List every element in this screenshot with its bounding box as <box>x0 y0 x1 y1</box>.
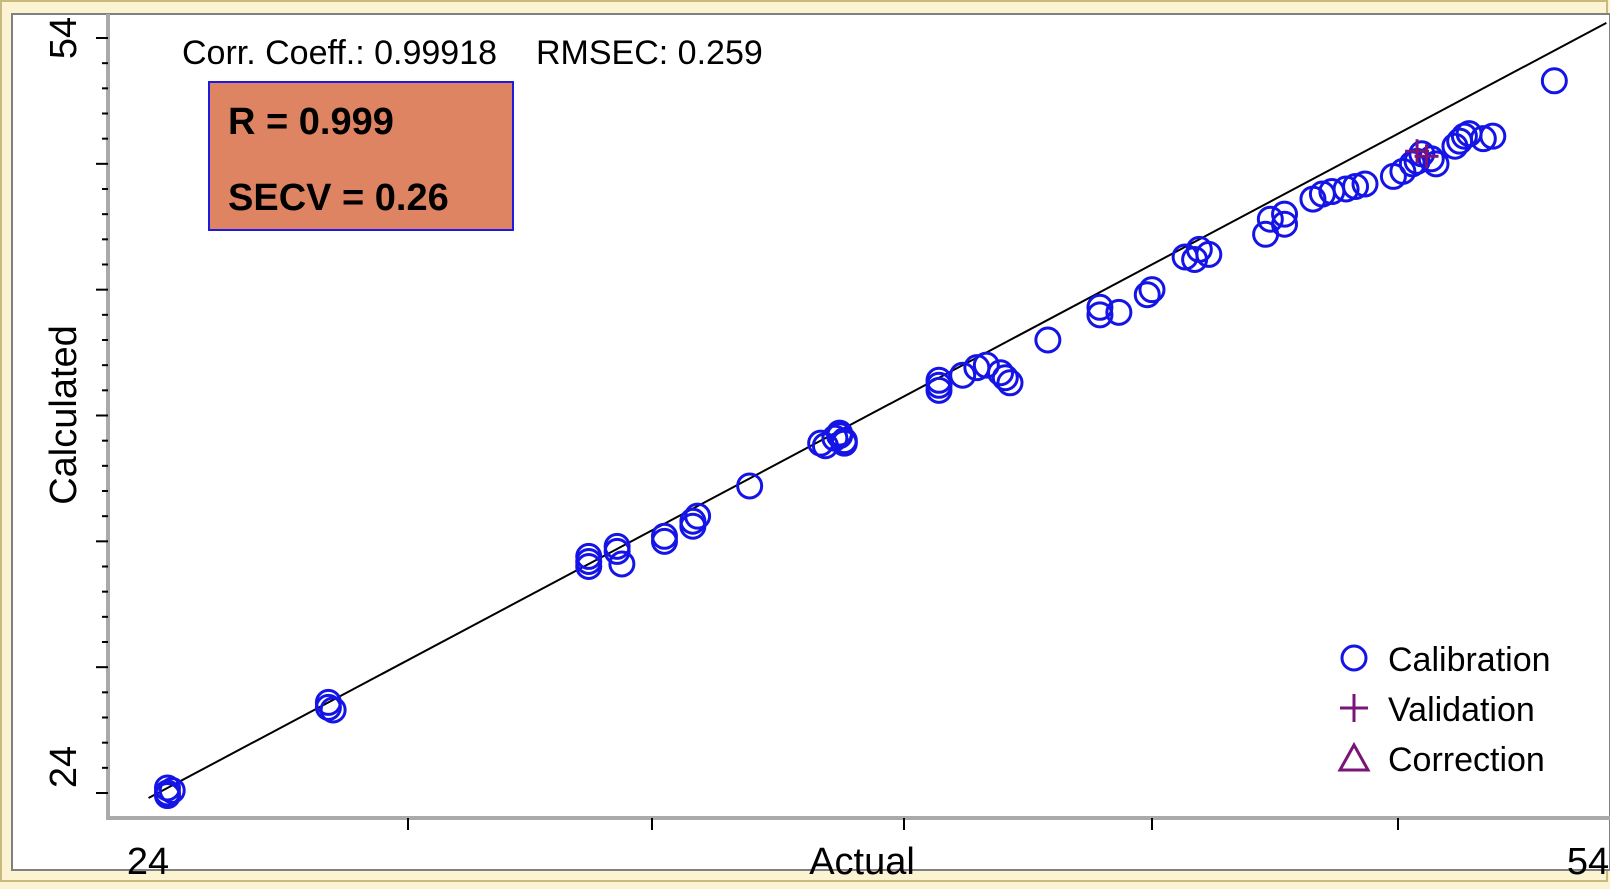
x-tick-label-min: 24 <box>127 841 169 883</box>
corr-coeff-label: Corr. Coeff.: 0.99918 <box>182 34 497 72</box>
validation-point <box>1414 144 1439 169</box>
x-axis-ticks <box>407 818 1399 830</box>
data-point <box>575 553 603 580</box>
data-point <box>1422 150 1450 178</box>
stats-annotation-box <box>208 81 514 231</box>
legend-validation-label: Validation <box>1388 691 1535 729</box>
data-point <box>991 364 1019 392</box>
validation-points <box>1405 139 1439 169</box>
x-axis-title: Actual <box>809 841 915 883</box>
legend-correction-marker <box>1337 741 1371 772</box>
data-point <box>153 782 181 810</box>
data-point <box>1389 157 1417 185</box>
legend-calibration-marker <box>1340 644 1368 672</box>
data-point <box>830 427 858 455</box>
data-point <box>1479 122 1507 150</box>
data-point <box>650 522 678 550</box>
data-point <box>314 688 342 716</box>
data-point <box>1195 240 1223 268</box>
data-point <box>987 359 1015 387</box>
data-point <box>158 776 186 804</box>
data-point <box>608 550 636 578</box>
data-point <box>1271 200 1299 228</box>
data-point <box>1351 170 1379 198</box>
regression-line <box>148 22 1607 799</box>
data-point <box>1034 326 1062 354</box>
data-point <box>1138 276 1166 304</box>
y-tick-label-min: 24 <box>43 746 85 788</box>
y-axis-title: Calculated <box>43 325 85 505</box>
y-tick-label-max: 54 <box>43 17 85 59</box>
calibration-points <box>153 67 1568 810</box>
data-point <box>1086 293 1114 321</box>
data-point <box>1086 301 1114 329</box>
secv-value-label: SECV = 0.26 <box>228 177 449 219</box>
legend-validation-marker <box>1340 694 1368 722</box>
data-point <box>972 351 1000 379</box>
data-point <box>1105 298 1133 326</box>
data-point <box>684 502 712 530</box>
data-point <box>736 472 764 500</box>
data-point <box>319 696 347 724</box>
data-point <box>1256 205 1284 233</box>
data-point <box>603 532 631 560</box>
legend-calibration-label: Calibration <box>1388 641 1551 679</box>
y-axis-ticks <box>96 37 108 794</box>
legend: Calibration Validation Correction <box>1337 641 1551 779</box>
data-point <box>949 361 977 389</box>
legend-correction-label: Correction <box>1388 741 1545 779</box>
data-point <box>1271 210 1299 238</box>
r-value-label: R = 0.999 <box>228 101 394 143</box>
x-tick-label-max: 54 <box>1567 841 1609 883</box>
data-point <box>1417 145 1445 173</box>
data-point <box>1133 281 1161 309</box>
data-point <box>1540 67 1568 95</box>
data-point <box>996 369 1024 397</box>
rmsec-label: RMSEC: 0.259 <box>536 34 763 72</box>
